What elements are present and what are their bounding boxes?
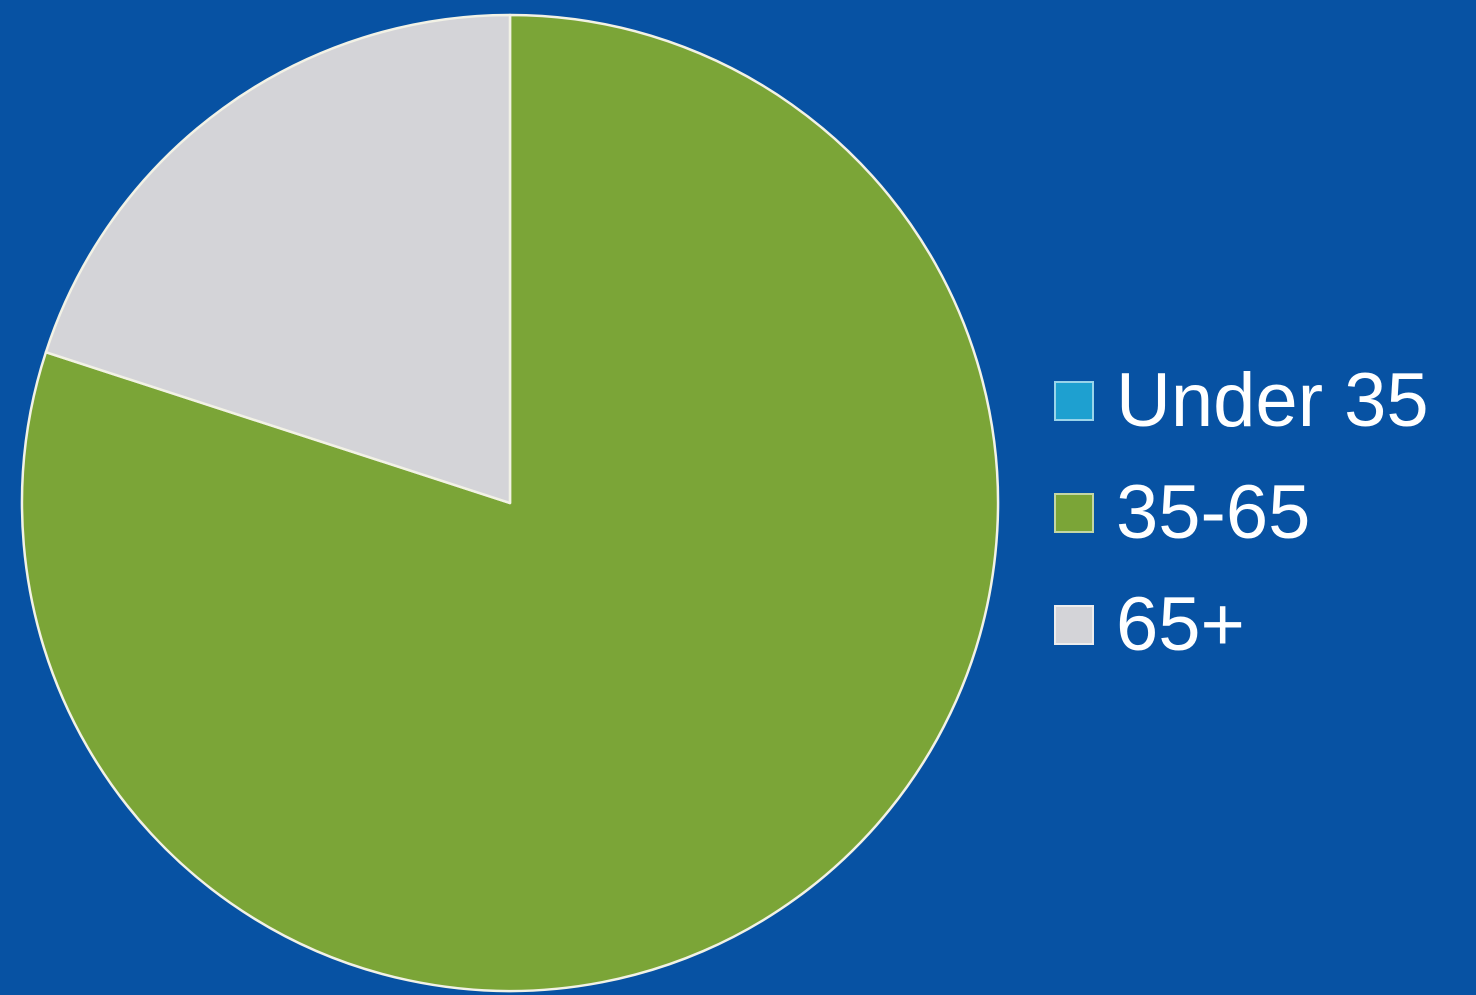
legend-item-35-65: 35-65	[1054, 457, 1429, 569]
legend-item-65-plus: 65+	[1054, 569, 1429, 681]
legend-label-65-plus: 65+	[1116, 582, 1245, 667]
pie-slice-65-plus	[44, 13, 512, 505]
legend-swatch-under-35	[1054, 381, 1094, 421]
legend-label-35-65: 35-65	[1116, 470, 1311, 555]
legend-swatch-65-plus	[1054, 605, 1094, 645]
legend-label-under-35: Under 35	[1116, 358, 1429, 443]
legend-item-under-35: Under 35	[1054, 345, 1429, 457]
legend: Under 35 35-65 65+	[1054, 345, 1429, 681]
legend-swatch-35-65	[1054, 493, 1094, 533]
